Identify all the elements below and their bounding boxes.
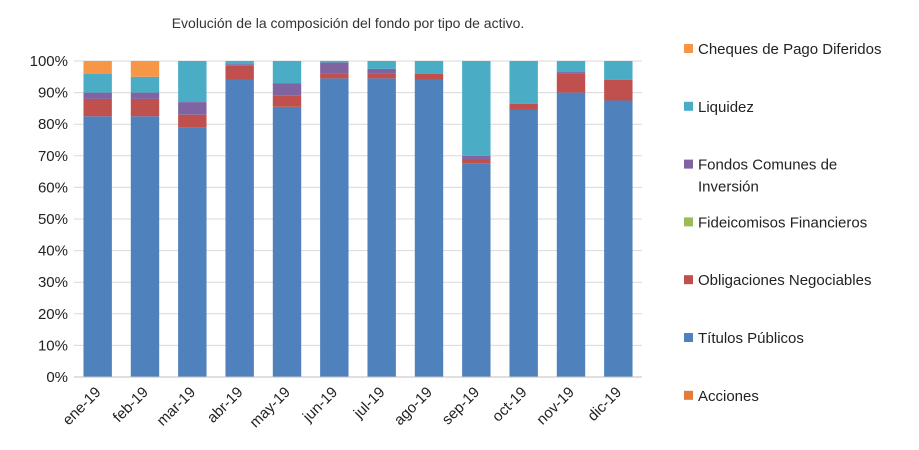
bar-segment xyxy=(178,114,207,128)
bar-segment xyxy=(509,109,538,377)
x-tick-label: nov-19 xyxy=(533,384,577,428)
legend-label: Liquidez xyxy=(698,99,754,116)
bar-segment xyxy=(462,61,491,156)
legend-label: Fideicomisos Financieros xyxy=(698,214,867,231)
y-tick-label: 60% xyxy=(38,179,68,196)
bar-segment xyxy=(462,158,491,164)
legend-swatch xyxy=(684,159,693,169)
x-tick-label: ene-19 xyxy=(59,384,104,429)
y-tick-label: 100% xyxy=(30,53,68,70)
legend-label: Cheques de Pago Diferidos xyxy=(698,41,881,58)
bar-segment xyxy=(414,61,444,74)
legend-item: Fondos Comunes de Inversión xyxy=(684,157,837,196)
bar-segment xyxy=(414,79,444,378)
y-tick-label: 90% xyxy=(38,85,68,102)
legend-swatch xyxy=(684,101,693,111)
x-tick-label: ago-19 xyxy=(391,384,436,429)
y-tick-label: 80% xyxy=(38,116,68,133)
bar-segment xyxy=(556,92,586,377)
bar-segment xyxy=(509,61,538,104)
bar-segment xyxy=(225,61,254,65)
bar-segment xyxy=(367,73,396,79)
bar-segment xyxy=(604,79,633,101)
legend-item: Liquidez xyxy=(684,99,754,116)
bar-segment xyxy=(556,72,586,74)
y-tick-label: 70% xyxy=(38,148,68,165)
bar-segment xyxy=(462,155,491,159)
x-tick-label: jul-19 xyxy=(350,384,389,423)
y-tick-label: 40% xyxy=(38,243,68,260)
legend-swatch xyxy=(684,275,693,285)
legend-item: Obligaciones Negociables xyxy=(684,272,871,289)
legend-swatch xyxy=(684,390,693,400)
bar-segment xyxy=(83,98,112,117)
chart-title: Evolución de la composición del fondo po… xyxy=(172,15,525,31)
bar-segment xyxy=(367,61,396,69)
bar-segment xyxy=(83,73,112,93)
legend-label: Acciones xyxy=(698,388,759,405)
bar-segment xyxy=(367,68,396,74)
bar-segment xyxy=(556,73,586,93)
legend-swatch xyxy=(684,217,693,227)
x-tick-label: sep-19 xyxy=(439,384,483,428)
bar-segment xyxy=(130,98,160,117)
bar-segment xyxy=(604,61,633,80)
bar-segment xyxy=(130,92,160,99)
bar-segment xyxy=(130,116,160,378)
bar-segment xyxy=(130,61,160,77)
bar-segment xyxy=(272,83,302,96)
y-tick-label: 30% xyxy=(38,274,68,291)
bar-segment xyxy=(225,64,254,66)
y-tick-label: 0% xyxy=(46,369,68,386)
legend-item: Títulos Públicos xyxy=(684,330,804,347)
bar-segment xyxy=(225,65,254,80)
legend-label: Títulos Públicos xyxy=(698,330,804,347)
bar-segment xyxy=(320,73,349,79)
legend-swatch xyxy=(684,333,693,342)
x-tick-label: abr-19 xyxy=(204,384,247,427)
grid-lines xyxy=(74,60,642,378)
bar-segment xyxy=(367,78,396,377)
bar-segment xyxy=(83,61,112,74)
legend-label: Obligaciones Negociables xyxy=(698,272,871,289)
bar-segment xyxy=(320,78,349,377)
bar-segment xyxy=(225,79,254,378)
bar-segment xyxy=(462,163,491,377)
bar-segment xyxy=(178,102,207,115)
y-tick-label: 10% xyxy=(38,337,68,354)
bar-segment xyxy=(178,61,207,103)
bar-segment xyxy=(556,61,586,73)
legend-item: Acciones xyxy=(684,388,759,405)
legend: Cheques de Pago Diferidos Liquidez Fondos … xyxy=(684,41,881,405)
bar-segment xyxy=(83,92,112,99)
y-tick-label: 20% xyxy=(38,306,68,323)
legend-item: Fideicomisos Financieros xyxy=(684,214,867,231)
bar-segment xyxy=(414,73,444,80)
legend-item: Cheques de Pago Diferidos xyxy=(684,41,881,58)
y-axis-ticks: 0% 10% 20% 30% 40% 50% 60% 70% 80% 90% 100% xyxy=(30,53,68,386)
bar-segment xyxy=(604,100,633,377)
bar-segment xyxy=(130,76,160,93)
bar-segment xyxy=(178,127,207,377)
bar-segment xyxy=(320,62,349,74)
x-tick-label: oct-19 xyxy=(489,384,531,426)
x-tick-label: dic-19 xyxy=(584,384,625,425)
x-tick-label: mar-19 xyxy=(154,384,200,430)
bar-segment xyxy=(272,106,302,377)
legend-swatch xyxy=(684,44,693,53)
bar-segment xyxy=(272,61,302,84)
legend-label: Fondos Comunes de xyxy=(698,157,837,174)
bars xyxy=(83,61,633,378)
bar-segment xyxy=(83,116,112,378)
x-tick-label: jun-19 xyxy=(299,384,341,426)
bar-segment xyxy=(320,61,349,63)
y-tick-label: 50% xyxy=(38,211,68,228)
bar-segment xyxy=(509,103,538,110)
x-tick-label: feb-19 xyxy=(110,384,152,426)
x-tick-label: may-19 xyxy=(246,384,293,431)
legend-label: Inversión xyxy=(698,179,759,196)
x-axis: ene-19 feb-19 mar-19 abr-19 may-19 jun-19 jul-… xyxy=(59,376,642,431)
bar-segment xyxy=(272,95,302,107)
